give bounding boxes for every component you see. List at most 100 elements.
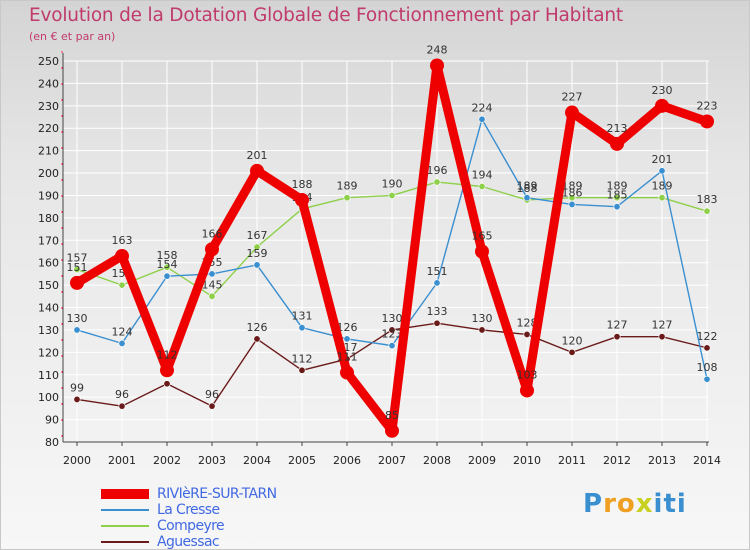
data-label-la-cresse: 123 <box>382 328 403 341</box>
data-point-compeyre <box>163 263 171 271</box>
y-tick-label: 170 <box>38 234 59 247</box>
data-label-la-cresse: 186 <box>562 186 583 199</box>
data-label-aguessac: 128 <box>517 316 538 329</box>
data-point-compeyre <box>388 191 396 199</box>
data-point-aguessac <box>658 333 666 341</box>
x-tick-label: 2002 <box>153 454 181 467</box>
data-point-rivi-re-sur-tarn <box>385 423 399 438</box>
data-point-rivi-re-sur-tarn <box>655 98 669 113</box>
data-label-aguessac: 127 <box>607 319 628 332</box>
data-point-la-cresse <box>568 200 576 208</box>
data-point-compeyre <box>703 207 711 215</box>
data-point-aguessac <box>298 366 306 374</box>
data-point-compeyre <box>208 292 216 300</box>
data-point-rivi-re-sur-tarn <box>475 244 489 259</box>
data-point-la-cresse <box>343 335 351 343</box>
logo-letter: t <box>663 489 677 519</box>
data-point-compeyre <box>613 194 621 202</box>
data-label-la-cresse: 224 <box>472 101 493 114</box>
data-label-compeyre: 196 <box>427 164 448 177</box>
data-point-compeyre <box>658 194 666 202</box>
data-point-la-cresse <box>298 324 306 332</box>
data-label-rivi-re-sur-tarn: 213 <box>607 122 628 135</box>
logo-letter: P <box>583 489 604 519</box>
legend-swatch-compeyre <box>101 525 149 527</box>
data-label-compeyre: 189 <box>607 180 628 193</box>
y-tick-label: 180 <box>38 212 59 225</box>
data-point-rivi-re-sur-tarn <box>520 383 534 398</box>
data-point-rivi-re-sur-tarn <box>340 365 354 380</box>
data-label-rivi-re-sur-tarn: 230 <box>652 84 673 97</box>
logo-letter: o <box>616 489 636 519</box>
legend-label-compeyre: Compeyre <box>157 518 225 534</box>
data-label-rivi-re-sur-tarn: 165 <box>472 230 493 243</box>
data-label-rivi-re-sur-tarn: 248 <box>427 43 448 56</box>
legend-item-aguessac: Aguessac <box>99 534 277 549</box>
data-point-aguessac <box>478 326 486 334</box>
data-point-rivi-re-sur-tarn <box>115 248 129 263</box>
data-label-la-cresse: 124 <box>112 325 133 338</box>
x-tick-label: 2008 <box>423 454 451 467</box>
data-label-la-cresse: 130 <box>67 312 88 325</box>
data-point-aguessac <box>163 380 171 388</box>
legend-label-riviere: RIVIèRE-SUR-TARN <box>157 486 277 502</box>
y-tick-label: 130 <box>38 324 59 337</box>
data-label-rivi-re-sur-tarn: 111 <box>337 351 358 364</box>
data-label-compeyre: 183 <box>697 193 718 206</box>
data-label-compeyre: 194 <box>472 169 493 182</box>
data-point-compeyre <box>118 281 126 289</box>
data-point-la-cresse <box>478 115 486 123</box>
data-point-aguessac <box>703 344 711 352</box>
data-label-compeyre: 158 <box>157 249 178 262</box>
x-tick-label: 2003 <box>198 454 226 467</box>
x-tick-label: 2007 <box>378 454 406 467</box>
data-label-compeyre: 189 <box>337 180 358 193</box>
logo-letter: i <box>653 489 664 519</box>
data-label-compeyre: 157 <box>67 251 88 264</box>
data-label-compeyre: 189 <box>652 180 673 193</box>
data-point-rivi-re-sur-tarn <box>295 192 309 207</box>
x-tick-label: 2010 <box>513 454 541 467</box>
data-label-aguessac: 122 <box>697 330 718 343</box>
data-point-la-cresse <box>703 375 711 383</box>
data-point-aguessac <box>433 319 441 327</box>
data-point-aguessac <box>613 333 621 341</box>
data-label-la-cresse: 185 <box>607 189 628 202</box>
data-point-la-cresse <box>523 194 531 202</box>
data-label-rivi-re-sur-tarn: 223 <box>697 100 718 113</box>
y-tick-label: 100 <box>38 391 59 404</box>
data-label-la-cresse: 201 <box>652 153 673 166</box>
data-label-la-cresse: 154 <box>157 258 178 271</box>
logo-letter: r <box>603 489 617 519</box>
y-tick-label: 210 <box>38 145 59 158</box>
data-label-rivi-re-sur-tarn: 227 <box>562 91 583 104</box>
data-point-rivi-re-sur-tarn <box>565 105 579 120</box>
data-point-la-cresse <box>208 270 216 278</box>
x-tick-label: 2001 <box>108 454 136 467</box>
y-tick-label: 120 <box>38 346 59 359</box>
data-point-compeyre <box>343 194 351 202</box>
data-point-compeyre <box>478 183 486 191</box>
data-point-la-cresse <box>388 342 396 350</box>
x-tick-label: 2011 <box>558 454 586 467</box>
data-label-rivi-re-sur-tarn: 166 <box>202 227 223 240</box>
data-label-rivi-re-sur-tarn: 163 <box>112 234 133 247</box>
data-point-la-cresse <box>163 272 171 280</box>
y-tick-label: 250 <box>38 55 59 68</box>
data-point-rivi-re-sur-tarn <box>610 136 624 151</box>
data-label-rivi-re-sur-tarn: 201 <box>247 149 268 162</box>
data-label-la-cresse: 131 <box>292 310 313 323</box>
y-tick-label: 90 <box>45 414 59 427</box>
legend-swatch-la-cresse <box>101 509 149 511</box>
y-tick-label: 230 <box>38 100 59 113</box>
data-point-compeyre <box>253 243 261 251</box>
data-point-rivi-re-sur-tarn <box>70 275 84 290</box>
data-point-compeyre <box>73 265 81 273</box>
data-point-rivi-re-sur-tarn <box>205 242 219 257</box>
data-point-rivi-re-sur-tarn <box>250 163 264 178</box>
data-point-la-cresse <box>613 203 621 211</box>
data-label-compeyre: 167 <box>247 229 268 242</box>
data-label-la-cresse: 151 <box>427 265 448 278</box>
data-label-aguessac: 127 <box>652 319 673 332</box>
